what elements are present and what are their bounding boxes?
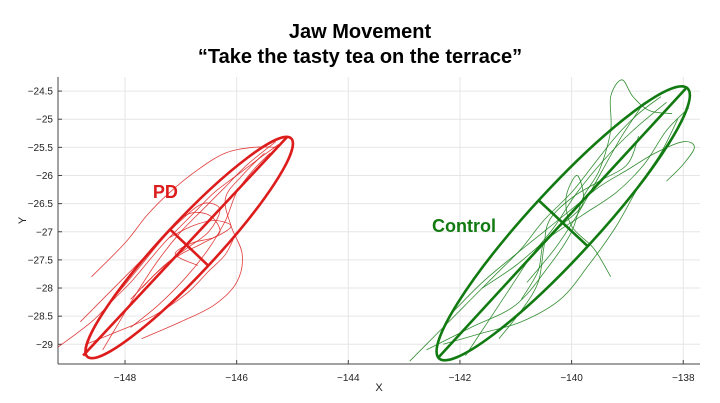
y-axis-label: Y — [17, 216, 29, 224]
pd-trace — [80, 202, 221, 323]
y-tick-label: −27 — [36, 227, 53, 238]
axes: −148 −146 −144 −142 −140 −138 −24.5 −25 −25.5 −26… — [28, 77, 700, 384]
y-tick-label: −26.5 — [28, 199, 54, 210]
x-axis-label: X — [375, 382, 383, 394]
y-tick-label: −24.5 — [28, 87, 54, 98]
pd-trace — [57, 144, 279, 348]
control-trace — [448, 141, 695, 317]
confidence-ellipses — [82, 85, 692, 362]
control-trace — [521, 175, 612, 300]
y-tick-label: −25 — [36, 115, 53, 126]
text-labels: X Y PD Control — [17, 182, 496, 394]
pd-trace — [141, 152, 265, 340]
x-tick-label: −138 — [672, 373, 695, 384]
x-tick-label: −142 — [449, 373, 472, 384]
control-minor-axis — [537, 199, 589, 248]
y-tick-label: −29 — [36, 340, 53, 351]
control-trace — [482, 107, 690, 289]
grid-lines — [58, 77, 700, 364]
y-tick-label: −28.5 — [28, 312, 54, 323]
control-group-label: Control — [432, 216, 496, 236]
x-tick-label: −146 — [225, 373, 248, 384]
pd-trace — [85, 231, 237, 345]
pd-group-label: PD — [153, 182, 178, 202]
x-tick-label: −140 — [560, 373, 583, 384]
y-tick-label: −25.5 — [28, 143, 54, 154]
pd-trace — [169, 220, 232, 266]
y-tick-label: −26 — [36, 171, 53, 182]
control-trace — [498, 135, 639, 339]
pd-major-axis — [82, 136, 288, 357]
y-tick-label: −27.5 — [28, 255, 54, 266]
x-tick-label: −148 — [114, 373, 137, 384]
pd-minor-axis — [169, 228, 210, 267]
chart-subtitle: “Take the tasty tea on the terrace” — [197, 46, 523, 68]
pd-trace — [91, 146, 276, 278]
control-trace — [465, 101, 667, 356]
y-tick-label: −28 — [36, 284, 53, 295]
control-trace — [409, 96, 662, 362]
chart-title: Jaw Movement — [288, 21, 432, 43]
x-tick-label: −144 — [337, 373, 360, 384]
control-trace — [426, 79, 673, 351]
